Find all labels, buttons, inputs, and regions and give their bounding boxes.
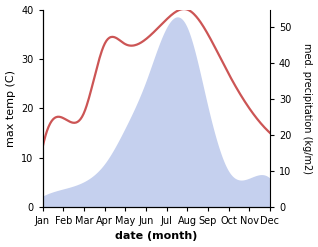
Y-axis label: max temp (C): max temp (C) xyxy=(5,70,16,147)
Y-axis label: med. precipitation (kg/m2): med. precipitation (kg/m2) xyxy=(302,43,313,174)
X-axis label: date (month): date (month) xyxy=(115,231,197,242)
